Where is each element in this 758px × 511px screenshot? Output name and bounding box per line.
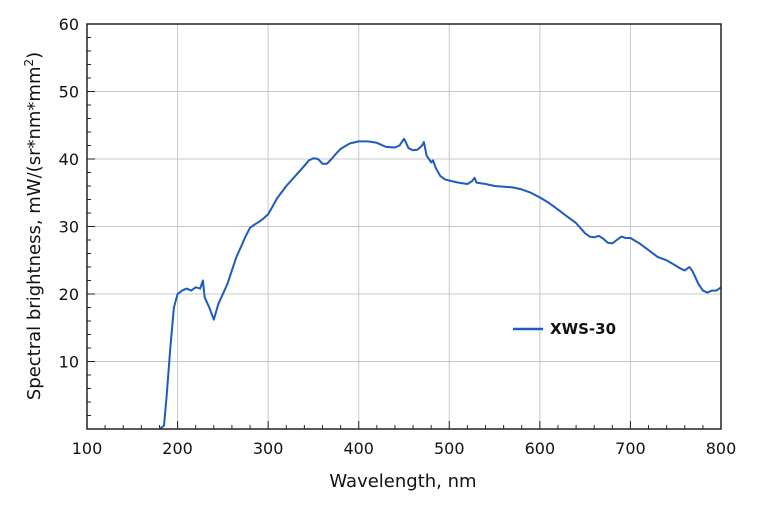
legend-label: XWS-30 [550, 320, 616, 338]
series-line-0 [158, 137, 722, 430]
y-tick-label: 40 [59, 150, 79, 169]
x-tick-label: 300 [253, 439, 284, 458]
grid-lines [87, 24, 721, 429]
x-tick-label: 400 [343, 439, 374, 458]
x-tick-label: 600 [525, 439, 556, 458]
y-tick-label: 20 [59, 285, 79, 304]
legend: XWS-30 [513, 320, 616, 338]
y-tick-label: 50 [59, 83, 79, 102]
x-axis-ticks: 100 200 300 400 500 600 700 800 [72, 421, 737, 458]
y-axis-title-superscript: 2 [22, 59, 36, 67]
x-tick-label: 700 [615, 439, 646, 458]
y-axis-title-main: Spectral brightness, mW/(sr*nm*mm [24, 67, 45, 401]
y-axis-title: Spectral brightness, mW/(sr*nm*mm2) [22, 52, 45, 400]
y-axis-title-close: ) [24, 52, 45, 59]
x-tick-label: 200 [162, 439, 193, 458]
x-tick-label: 500 [434, 439, 465, 458]
y-tick-label: 30 [59, 218, 79, 237]
y-tick-label: 10 [59, 353, 79, 372]
y-axis-ticks: 10 20 30 40 50 60 [59, 15, 95, 430]
y-tick-label: 60 [59, 15, 79, 34]
x-axis-title: Wavelength, nm [329, 471, 476, 492]
x-tick-label: 800 [706, 439, 737, 458]
x-tick-label: 100 [72, 439, 103, 458]
series-layer [158, 137, 722, 430]
plot-frame [86, 23, 722, 430]
